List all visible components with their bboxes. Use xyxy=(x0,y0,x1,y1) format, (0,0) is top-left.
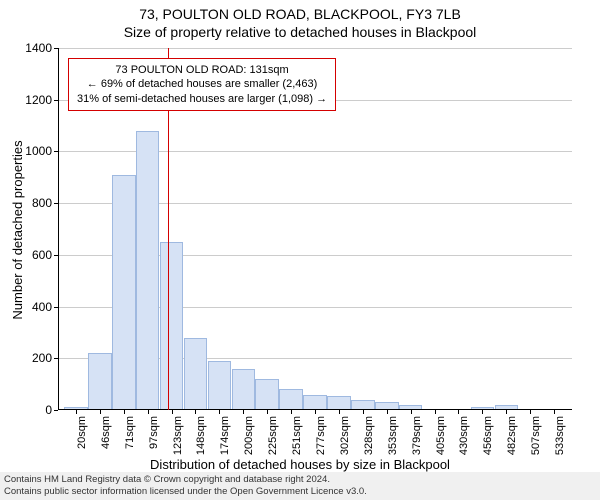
annotation-box: 73 POULTON OLD ROAD: 131sqm ← 69% of det… xyxy=(68,58,336,111)
xtick-label: 46sqm xyxy=(100,416,112,449)
xtick-mark xyxy=(267,410,268,414)
xtick-mark xyxy=(291,410,292,414)
histogram-bar xyxy=(160,242,184,410)
xtick-label: 71sqm xyxy=(124,416,136,449)
xtick-label: 430sqm xyxy=(458,416,470,455)
histogram-bar xyxy=(232,369,256,410)
xtick-label: 251sqm xyxy=(291,416,303,455)
chart-title-block: 73, POULTON OLD ROAD, BLACKPOOL, FY3 7LB… xyxy=(0,0,600,40)
xtick-label: 277sqm xyxy=(315,416,327,455)
histogram-bar xyxy=(88,353,112,410)
xtick-mark xyxy=(339,410,340,414)
xtick-mark xyxy=(172,410,173,414)
xtick-mark xyxy=(148,410,149,414)
xtick-label: 533sqm xyxy=(554,416,566,455)
xtick-label: 20sqm xyxy=(76,416,88,449)
xtick-label: 507sqm xyxy=(530,416,542,455)
annotation-line-1: 73 POULTON OLD ROAD: 131sqm xyxy=(77,63,327,77)
histogram-bar xyxy=(112,175,136,410)
xtick-label: 148sqm xyxy=(195,416,207,455)
histogram-bar xyxy=(327,396,351,410)
annotation-line-3: 31% of semi-detached houses are larger (… xyxy=(77,92,327,106)
xtick-mark xyxy=(411,410,412,414)
xtick-label: 379sqm xyxy=(411,416,423,455)
ytick-mark xyxy=(54,410,58,411)
xtick-label: 302sqm xyxy=(339,416,351,455)
xtick-label: 328sqm xyxy=(363,416,375,455)
xtick-mark xyxy=(219,410,220,414)
chart-title-main: 73, POULTON OLD ROAD, BLACKPOOL, FY3 7LB xyxy=(0,6,600,22)
xtick-label: 123sqm xyxy=(172,416,184,455)
xtick-label: 174sqm xyxy=(219,416,231,455)
xtick-label: 482sqm xyxy=(506,416,518,455)
xtick-mark xyxy=(100,410,101,414)
plot-area: 73 POULTON OLD ROAD: 131sqm ← 69% of det… xyxy=(58,48,572,410)
histogram-bar xyxy=(208,361,232,410)
histogram-bar xyxy=(255,379,279,410)
x-axis-line xyxy=(58,409,572,410)
xtick-mark xyxy=(195,410,196,414)
xtick-mark xyxy=(530,410,531,414)
chart-title-sub: Size of property relative to detached ho… xyxy=(0,24,600,40)
xtick-mark xyxy=(458,410,459,414)
footer-line-2: Contains public sector information licen… xyxy=(4,486,596,498)
xtick-mark xyxy=(387,410,388,414)
xtick-label: 405sqm xyxy=(435,416,447,455)
xtick-label: 200sqm xyxy=(243,416,255,455)
annotation-line-2: ← 69% of detached houses are smaller (2,… xyxy=(77,77,327,91)
histogram-bar xyxy=(279,389,303,410)
xtick-label: 353sqm xyxy=(387,416,399,455)
xtick-mark xyxy=(554,410,555,414)
y-axis-label: Number of detached properties xyxy=(10,51,25,230)
xtick-mark xyxy=(435,410,436,414)
xtick-label: 97sqm xyxy=(148,416,160,449)
xtick-mark xyxy=(315,410,316,414)
histogram-bar xyxy=(303,395,327,411)
histogram-bar xyxy=(184,338,208,410)
xtick-mark xyxy=(124,410,125,414)
xtick-mark xyxy=(506,410,507,414)
xtick-mark xyxy=(243,410,244,414)
xtick-mark xyxy=(363,410,364,414)
xtick-label: 456sqm xyxy=(482,416,494,455)
footer-line-1: Contains HM Land Registry data © Crown c… xyxy=(4,474,596,486)
xtick-mark xyxy=(482,410,483,414)
footer-attribution: Contains HM Land Registry data © Crown c… xyxy=(0,472,600,500)
xtick-mark xyxy=(76,410,77,414)
y-axis-line xyxy=(58,48,59,410)
xtick-label: 225sqm xyxy=(267,416,279,455)
histogram-bar xyxy=(136,131,160,410)
x-axis-label: Distribution of detached houses by size … xyxy=(0,457,600,472)
